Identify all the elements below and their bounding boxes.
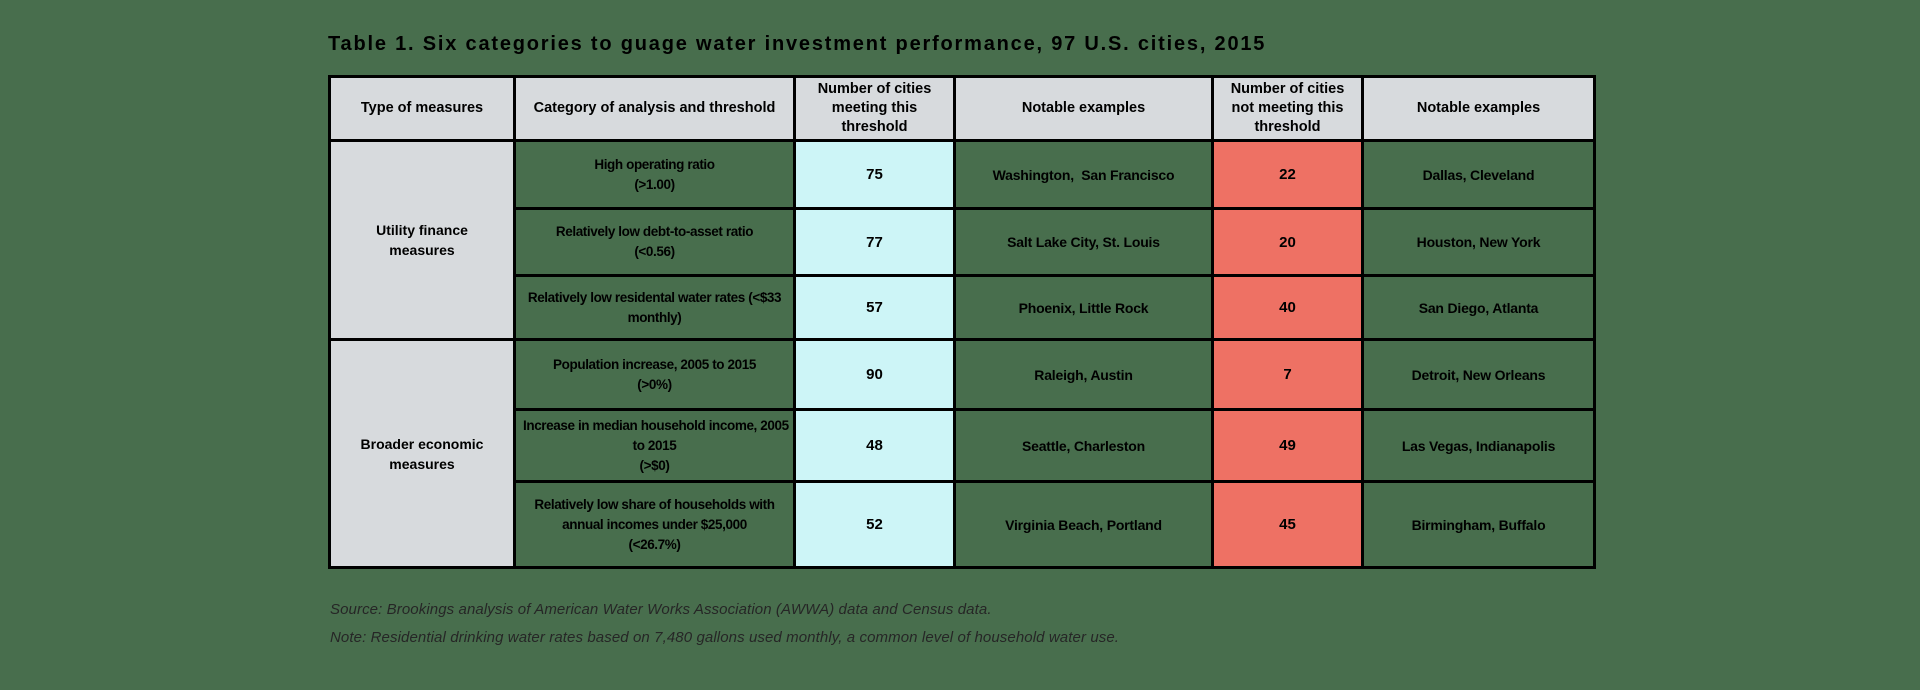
text-line: to 2015 bbox=[632, 437, 677, 453]
table-row: Relatively low residental water rates (<… bbox=[330, 274, 1596, 342]
text-line: annual incomes under $25,000 bbox=[562, 516, 747, 532]
category-cell: High operating ratio (>1.00) bbox=[513, 139, 796, 211]
table-row: Broader economic measures Population incre… bbox=[328, 338, 1596, 570]
text-line: measures bbox=[389, 242, 455, 259]
cities-meeting-count: 48 bbox=[793, 408, 956, 484]
cities-not-meeting-count: 49 bbox=[1211, 408, 1364, 484]
category-cell: Increase in median household income, 200… bbox=[513, 408, 796, 484]
cities-meeting-count: 75 bbox=[793, 139, 956, 211]
measure-group-cell: Broader economic measures bbox=[328, 338, 516, 570]
cities-meeting-count: 52 bbox=[793, 480, 956, 570]
text-line: Relatively low residental water rates (<… bbox=[527, 289, 782, 305]
not-meeting-examples-cell: Las Vegas, Indianapolis bbox=[1361, 408, 1596, 484]
text-line: Population increase, 2005 to 2015 bbox=[553, 356, 756, 372]
category-cell: Relatively low residental water rates (<… bbox=[513, 274, 796, 342]
header-row: Type of measures Category of analysis an… bbox=[328, 74, 1596, 143]
text-line: monthly) bbox=[627, 309, 682, 325]
meeting-examples-cell: Phoenix, Little Rock bbox=[953, 274, 1214, 342]
text-line: (>0%) bbox=[637, 376, 672, 392]
cities-not-meeting-count: 45 bbox=[1211, 480, 1364, 570]
text-line: (>1.00) bbox=[634, 176, 675, 192]
meeting-examples-cell: Raleigh, Austin bbox=[953, 338, 1214, 412]
not-meeting-examples-cell: Detroit, New Orleans bbox=[1361, 338, 1596, 412]
table-title: Table 1. Six categories to guage water i… bbox=[328, 33, 1267, 55]
not-meeting-examples-cell: Birmingham, Buffalo bbox=[1361, 480, 1596, 570]
text-line: Increase in median household income, 200… bbox=[523, 417, 789, 433]
cities-meeting-count: 57 bbox=[793, 274, 956, 342]
cities-not-meeting-count: 22 bbox=[1211, 139, 1364, 211]
header-cities-meeting: Number of cities meeting this threshold bbox=[793, 74, 956, 143]
not-meeting-examples-cell: San Diego, Atlanta bbox=[1361, 274, 1596, 342]
text-line: measures bbox=[389, 455, 455, 472]
table-row: Relatively low debt-to-asset ratio (<0.56… bbox=[330, 207, 1596, 278]
text-line: (<26.7%) bbox=[628, 537, 681, 552]
footnotes: Source: Brookings analysis of American W… bbox=[330, 601, 1119, 657]
meeting-examples-cell: Washington, San Francisco bbox=[953, 139, 1214, 211]
text-line: Relatively low debt-to-asset ratio bbox=[555, 224, 754, 240]
category-cell: Relatively low debt-to-asset ratio (<0.56… bbox=[513, 207, 796, 278]
table-row: Increase in median household income, 200… bbox=[330, 408, 1596, 484]
header-category-threshold: Category of analysis and threshold bbox=[513, 74, 796, 143]
meeting-examples-cell: Salt Lake City, St. Louis bbox=[953, 207, 1214, 278]
text-line: Utility finance bbox=[376, 222, 468, 239]
category-cell: Population increase, 2005 to 2015 (>0%) bbox=[513, 338, 796, 412]
meeting-examples-cell: Virginia Beach, Portland bbox=[953, 480, 1214, 570]
not-meeting-examples-cell: Houston, New York bbox=[1361, 207, 1596, 278]
header-notable-examples-meeting: Notable examples bbox=[953, 74, 1214, 143]
header-cities-not-meeting: Number of cities not meeting this thresh… bbox=[1211, 74, 1364, 143]
table-row: Utility finance measures High operating ra… bbox=[328, 139, 1596, 342]
text-line: High operating ratio bbox=[594, 156, 715, 172]
text-line: (<0.56) bbox=[634, 244, 675, 260]
table-body: Utility finance measures High operating ra… bbox=[328, 139, 1596, 570]
header-notable-examples-not-meeting: Notable examples bbox=[1361, 74, 1596, 143]
text-line: Relatively low share of households with bbox=[534, 496, 775, 512]
cities-meeting-count: 77 bbox=[793, 207, 956, 278]
source-note: Source: Brookings analysis of American W… bbox=[330, 601, 992, 618]
not-meeting-examples-cell: Dallas, Cleveland bbox=[1361, 139, 1596, 211]
method-note: Note: Residential drinking water rates b… bbox=[330, 629, 1120, 646]
cities-not-meeting-count: 40 bbox=[1211, 274, 1364, 342]
text-line: (>$0) bbox=[639, 458, 670, 473]
cities-not-meeting-count: 20 bbox=[1211, 207, 1364, 278]
cities-not-meeting-count: 7 bbox=[1211, 338, 1364, 412]
header-type-of-measures: Type of measures bbox=[328, 74, 516, 143]
category-cell: Relatively low share of households with a… bbox=[513, 480, 796, 570]
measure-group-cell: Utility finance measures bbox=[328, 139, 516, 342]
meeting-examples-cell: Seattle, Charleston bbox=[953, 408, 1214, 484]
text-line: Broader economic bbox=[360, 435, 484, 452]
water-investment-table: Type of measures Category of analysis an… bbox=[328, 74, 1596, 570]
table-row: Relatively low share of households with a… bbox=[330, 480, 1596, 570]
cities-meeting-count: 90 bbox=[793, 338, 956, 412]
